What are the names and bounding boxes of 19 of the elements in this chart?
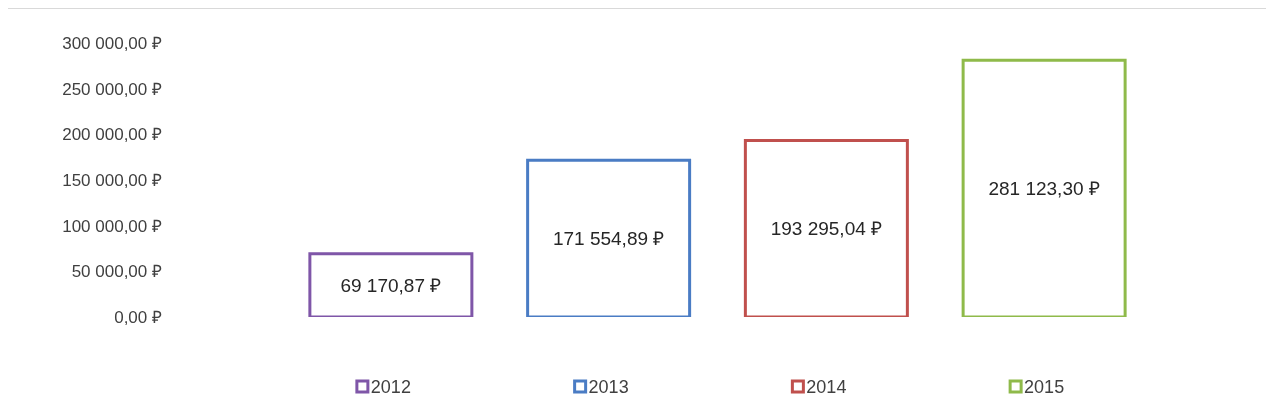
bar <box>526 158 692 317</box>
x-tick-label: 2015 <box>1024 377 1065 397</box>
data-label: 69 170,87 ₽ <box>340 274 442 296</box>
x-tick-label: 2013 <box>588 377 629 397</box>
y-tick-label: 0,00 ₽ <box>114 308 162 328</box>
bar <box>743 138 909 317</box>
y-tick-label: 250 000,00 ₽ <box>62 79 162 99</box>
x-tick-label: 2014 <box>806 377 847 397</box>
data-label: 193 295,04 ₽ <box>770 218 883 240</box>
x-tick-label: 2012 <box>370 377 411 397</box>
y-tick-label: 50 000,00 ₽ <box>71 262 162 282</box>
y-tick-label: 300 000,00 ₽ <box>62 34 162 54</box>
y-tick-label: 200 000,00 ₽ <box>62 125 162 145</box>
bar <box>308 252 474 317</box>
y-tick-label: 100 000,00 ₽ <box>62 216 162 236</box>
y-tick-label: 150 000,00 ₽ <box>62 171 162 191</box>
data-label: 171 554,89 ₽ <box>552 228 665 250</box>
bar <box>961 58 1127 317</box>
data-label: 281 123,30 ₽ <box>988 178 1100 200</box>
